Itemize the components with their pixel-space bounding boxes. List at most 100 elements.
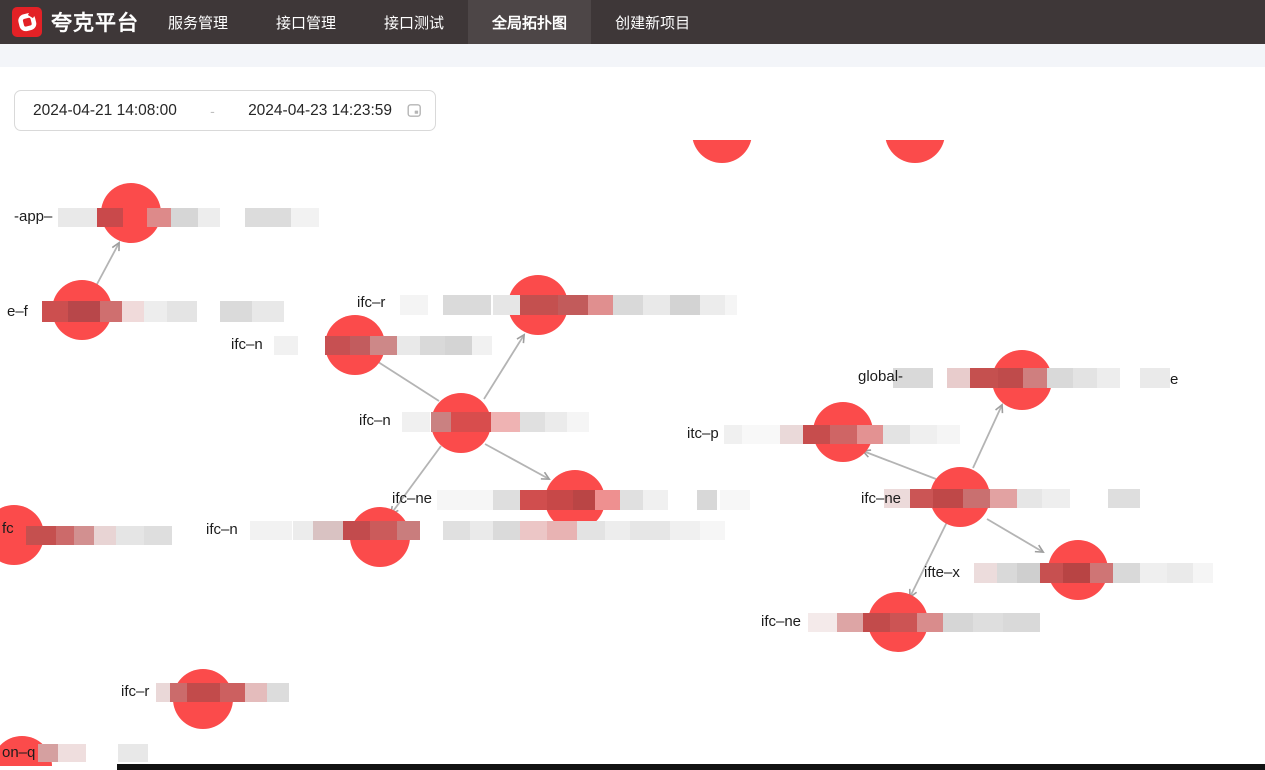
edge-layer — [95, 140, 1265, 766]
date-end-input[interactable]: 2024-04-23 14:23:59 — [248, 101, 392, 119]
redacted-label-blur — [187, 683, 220, 702]
quark-logo-icon — [12, 7, 42, 37]
redacted-label-blur — [520, 295, 558, 315]
redacted-label-blur — [643, 295, 670, 315]
app-logo[interactable]: 夸克平台 — [0, 7, 139, 37]
redacted-label-blur — [252, 301, 284, 322]
redacted-label-blur — [493, 521, 520, 540]
graph-node[interactable] — [885, 140, 945, 163]
nav-item-0[interactable]: 服务管理 — [168, 14, 229, 32]
graph-edge — [910, 521, 948, 597]
redacted-label-blur — [857, 425, 883, 444]
nav-item-4[interactable]: 创建新项目 — [615, 14, 691, 32]
redacted-label-blur — [42, 301, 68, 322]
redacted-label-blur — [595, 490, 620, 510]
redacted-label-blur — [397, 521, 420, 540]
redacted-label-blur — [998, 368, 1023, 388]
redacted-label-blur — [267, 683, 289, 702]
nav-item-1[interactable]: 接口管理 — [276, 14, 337, 32]
redacted-label-blur — [250, 521, 292, 540]
redacted-label-blur — [547, 490, 573, 510]
calendar-icon[interactable] — [406, 102, 423, 119]
node-label: ifte–x — [924, 564, 960, 581]
redacted-label-blur — [547, 521, 577, 540]
graph-edge — [972, 405, 1002, 469]
redacted-label-blur — [577, 521, 605, 540]
redacted-label-blur — [883, 425, 910, 444]
nav-item-3[interactable]: 全局拓扑图 — [468, 0, 592, 44]
redacted-label-blur — [697, 490, 717, 510]
redacted-label-blur — [724, 425, 742, 444]
redacted-label-blur — [643, 490, 668, 510]
redacted-label-blur — [100, 301, 122, 322]
graph-edge — [372, 358, 440, 402]
redacted-label-blur — [567, 412, 589, 432]
redacted-label-blur — [937, 425, 960, 444]
redacted-label-blur — [58, 744, 86, 762]
window-bottom-bar — [117, 764, 1265, 770]
redacted-label-blur — [520, 490, 547, 510]
redacted-label-blur — [420, 336, 445, 355]
redacted-label-blur — [573, 490, 595, 510]
node-label: -app– — [14, 208, 53, 225]
redacted-label-blur — [443, 295, 491, 315]
redacted-label-blur — [198, 208, 220, 227]
redacted-label-blur — [116, 526, 144, 545]
redacted-label-blur — [74, 526, 94, 545]
redacted-label-blur — [605, 521, 630, 540]
nav-menu: 服务管理 接口管理 接口测试 全局拓扑图 创建新项目 — [144, 0, 714, 44]
redacted-label-blur — [997, 563, 1017, 583]
redacted-label-blur — [742, 425, 780, 444]
graph-edge — [863, 451, 937, 480]
redacted-label-blur — [437, 490, 493, 510]
redacted-label-blur — [520, 521, 547, 540]
redacted-label-blur — [397, 336, 420, 355]
node-label: fc — [2, 520, 14, 537]
redacted-label-blur — [1017, 563, 1040, 583]
redacted-label-blur — [588, 295, 613, 315]
redacted-label-blur — [1140, 368, 1170, 388]
redacted-label-blur — [943, 613, 973, 632]
redacted-label-blur — [431, 412, 451, 432]
date-start-input[interactable]: 2024-04-21 14:08:00 — [33, 101, 177, 119]
node-label: ifc–ne — [761, 613, 802, 630]
redacted-label-blur — [917, 613, 943, 632]
topology-canvas[interactable]: -app– e–f ifc–r ifc–n ifc–n ifc–ne ifc–n fc itc–… — [0, 140, 1265, 766]
node-label: on–q — [2, 744, 36, 761]
redacted-label-blur — [700, 521, 725, 540]
graph-edge — [95, 243, 119, 287]
node-label-suffix: e — [1170, 371, 1179, 388]
redacted-label-blur — [56, 526, 74, 545]
redacted-label-blur — [830, 425, 857, 444]
redacted-label-blur — [520, 412, 545, 432]
redacted-label-blur — [370, 521, 397, 540]
redacted-label-blur — [1017, 489, 1042, 508]
redacted-label-blur — [1023, 368, 1047, 388]
redacted-label-blur — [171, 208, 198, 227]
redacted-label-blur — [94, 526, 116, 545]
node-label: ifc–n — [231, 336, 263, 353]
graph-edge — [391, 445, 442, 514]
redacted-label-blur — [1113, 563, 1140, 583]
redacted-label-blur — [1097, 368, 1120, 388]
redacted-label-blur — [293, 521, 313, 540]
date-range-picker[interactable]: 2024-04-21 14:08:00 - 2024-04-23 14:23:5… — [14, 90, 436, 131]
redacted-label-blur — [491, 412, 520, 432]
redacted-label-blur — [68, 301, 100, 322]
redacted-label-blur — [545, 412, 567, 432]
redacted-label-blur — [443, 521, 470, 540]
redacted-label-blur — [1063, 563, 1090, 583]
redacted-label-blur — [58, 208, 97, 227]
redacted-label-blur — [890, 613, 917, 632]
redacted-label-blur — [1140, 563, 1167, 583]
node-label: ifc–r — [357, 294, 386, 311]
redacted-label-blur — [973, 613, 1003, 632]
redacted-label-blur — [893, 368, 933, 388]
redacted-label-blur — [700, 295, 725, 315]
redacted-label-blur — [400, 295, 428, 315]
graph-node[interactable] — [692, 140, 752, 163]
redacted-label-blur — [167, 301, 197, 322]
redacted-label-blur — [910, 425, 937, 444]
nav-item-2[interactable]: 接口测试 — [384, 14, 445, 32]
app-title: 夸克平台 — [51, 12, 139, 35]
